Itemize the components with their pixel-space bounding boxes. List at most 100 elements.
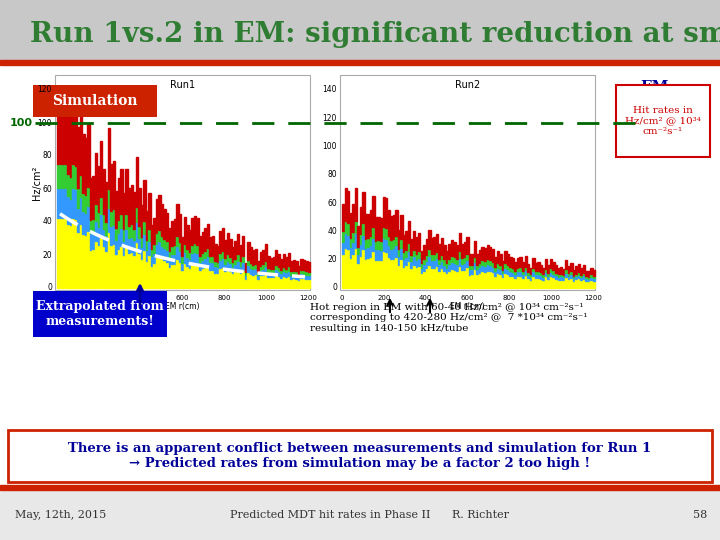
Bar (140, 259, 143, 288)
Bar (240, 245, 242, 261)
Bar (562, 268, 565, 275)
Bar (72, 88, 75, 164)
Bar (509, 267, 512, 271)
Bar (420, 264, 423, 268)
Bar (202, 268, 204, 288)
Bar (367, 238, 370, 247)
Bar (65, 188, 67, 218)
Bar (408, 251, 410, 261)
Bar (57, 188, 59, 218)
Bar (217, 267, 219, 273)
Bar (108, 208, 110, 232)
Bar (454, 269, 456, 288)
Bar (438, 264, 441, 271)
Bar (85, 138, 87, 195)
Bar (72, 188, 75, 218)
Bar (62, 188, 65, 218)
Text: 100: 100 (10, 118, 33, 128)
Bar (60, 89, 62, 164)
Bar (70, 225, 72, 288)
Bar (512, 276, 514, 288)
Bar (382, 197, 385, 227)
Bar (95, 204, 97, 220)
Bar (347, 191, 349, 223)
Bar (163, 239, 166, 248)
Bar (176, 236, 179, 246)
Bar (557, 274, 560, 277)
Bar (288, 266, 290, 271)
Bar (446, 273, 449, 288)
Bar (593, 281, 595, 288)
Bar (222, 228, 224, 251)
FancyBboxPatch shape (33, 85, 157, 117)
Bar (540, 273, 542, 275)
Bar (148, 255, 150, 288)
Bar (192, 264, 194, 288)
Bar (232, 267, 234, 273)
Text: There is an apparent conflict between measurements and simulation for Run 1
→ Pr: There is an apparent conflict between me… (68, 442, 652, 470)
Bar (272, 268, 275, 272)
Bar (418, 266, 420, 288)
Bar (235, 264, 237, 272)
Bar (288, 276, 290, 288)
Bar (449, 264, 451, 271)
Bar (245, 272, 247, 275)
Bar (360, 244, 362, 255)
Bar (537, 278, 539, 288)
Bar (477, 274, 479, 288)
Bar (283, 276, 285, 288)
Bar (125, 246, 128, 288)
Bar (392, 239, 395, 248)
Bar (545, 259, 547, 269)
Bar (497, 264, 499, 268)
Bar (362, 224, 364, 235)
Bar (166, 262, 168, 288)
Bar (413, 265, 415, 288)
Bar (585, 276, 588, 279)
Bar (397, 265, 400, 288)
Bar (530, 280, 532, 288)
Bar (115, 254, 117, 288)
Bar (222, 267, 224, 288)
Bar (525, 256, 527, 267)
Bar (577, 264, 580, 272)
Bar (138, 238, 140, 253)
Bar (0, 485, 720, 490)
Bar (436, 266, 438, 288)
Bar (530, 268, 532, 274)
Bar (163, 260, 166, 288)
Bar (433, 254, 436, 260)
Bar (214, 244, 217, 261)
Bar (62, 218, 65, 288)
Bar (387, 245, 390, 256)
Bar (462, 259, 464, 264)
Bar (67, 224, 70, 288)
Bar (572, 281, 575, 288)
Bar (303, 271, 305, 274)
Bar (171, 221, 174, 246)
Bar (577, 279, 580, 288)
Bar (487, 271, 489, 288)
Bar (230, 271, 232, 288)
Bar (405, 265, 408, 288)
Bar (456, 259, 459, 264)
Bar (588, 272, 590, 277)
Bar (0, 60, 720, 65)
Text: 200: 200 (92, 295, 106, 301)
Bar (547, 273, 550, 275)
Bar (105, 222, 107, 235)
Text: EM r(cm): EM r(cm) (166, 302, 199, 311)
Text: 400: 400 (419, 295, 432, 301)
Bar (275, 250, 277, 265)
Text: Run2: Run2 (455, 80, 480, 90)
Bar (278, 271, 280, 276)
Bar (535, 271, 537, 274)
Bar (552, 278, 555, 288)
FancyBboxPatch shape (33, 291, 167, 337)
Bar (77, 127, 80, 188)
Bar (415, 237, 418, 254)
Bar (446, 251, 449, 264)
Bar (472, 274, 474, 288)
Bar (522, 274, 524, 278)
Bar (158, 230, 161, 241)
